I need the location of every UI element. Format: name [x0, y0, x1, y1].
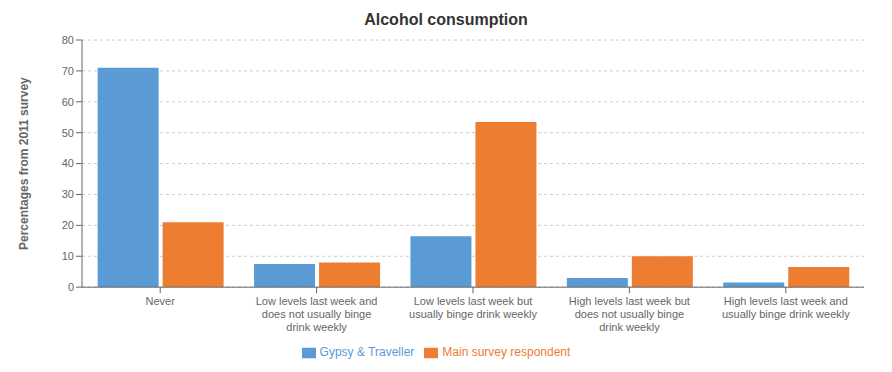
svg-text:Low levels last week anddoes n: Low levels last week anddoes not usually…	[256, 295, 378, 333]
svg-text:60: 60	[62, 96, 74, 108]
svg-text:80: 80	[62, 34, 74, 46]
svg-text:10: 10	[62, 250, 74, 262]
svg-text:High levels last week andusual: High levels last week andusually binge d…	[722, 295, 850, 320]
html-text:Gypsy & Traveller: Gypsy & Traveller	[319, 345, 415, 360]
svg-text:High levels last week butdoes: High levels last week butdoes not usuall…	[569, 295, 690, 333]
svg-text:Percentages from 2011 survey: Percentages from 2011 survey	[17, 77, 31, 250]
svg-text:20: 20	[62, 219, 74, 231]
svg-text:30: 30	[62, 188, 74, 200]
svg-text:Never: Never	[146, 295, 176, 307]
svg-text:40: 40	[62, 157, 74, 169]
html-text:Main survey respondent: Main survey respondent	[442, 345, 571, 360]
svg-text:0: 0	[68, 281, 74, 293]
svg-text:70: 70	[62, 65, 74, 77]
svg-text:Low levels last week butusuall: Low levels last week butusually binge dr…	[409, 295, 537, 320]
html-text:Alcohol consumption: Alcohol consumption	[364, 11, 528, 28]
svg-text:50: 50	[62, 127, 74, 139]
